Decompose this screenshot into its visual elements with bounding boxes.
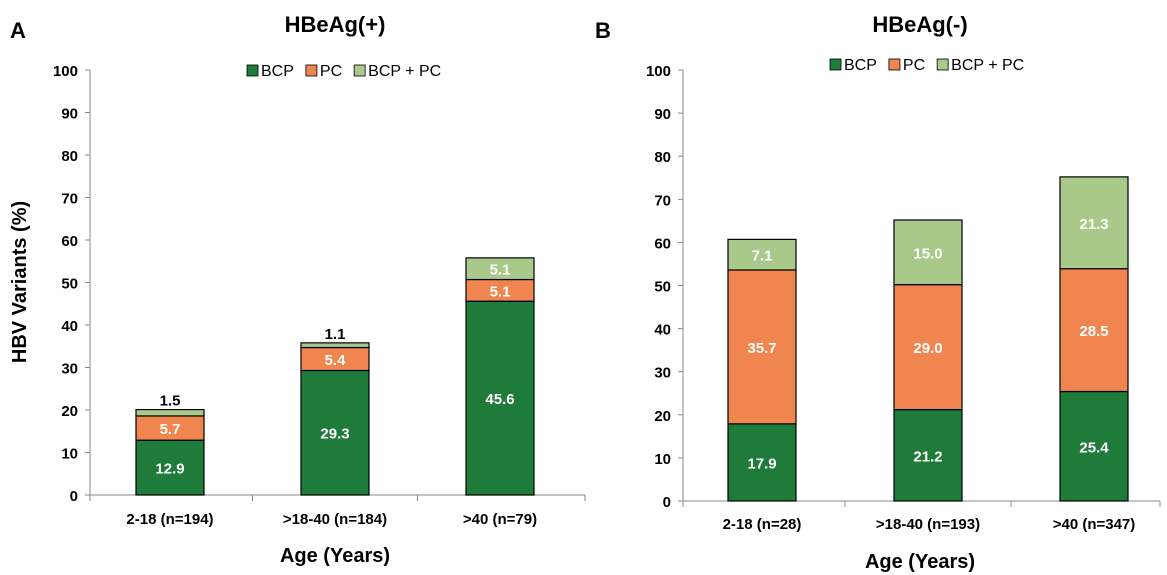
legend-entry: PC — [903, 57, 925, 74]
y-tick-label: 90 — [61, 106, 78, 123]
data-label: 5.4 — [325, 352, 347, 369]
bar-segment — [300, 369, 370, 496]
x-axis-label-b: Age (Years) — [865, 551, 975, 573]
panel-a: A HBeAg(+) Age (Years) HBV Variants (%) … — [9, 12, 586, 567]
bar-segment — [135, 439, 205, 496]
data-label: 21.3 — [1079, 216, 1108, 233]
y-tick-label: 70 — [654, 192, 671, 209]
y-tick-label: 40 — [654, 322, 671, 339]
x-tick-label: >18-40 (n=184) — [283, 511, 387, 528]
y-tick-label: 0 — [70, 488, 78, 505]
y-tick-label: 0 — [663, 494, 671, 511]
bar-segment — [135, 408, 205, 417]
bar-segment — [727, 269, 797, 425]
y-tick-label: 50 — [61, 276, 78, 293]
y-tick-label: 40 — [61, 318, 78, 335]
y-tick-label: 100 — [646, 63, 671, 80]
data-label: 15.0 — [913, 245, 942, 262]
data-label: 35.7 — [747, 340, 776, 357]
data-label: 1.1 — [325, 326, 346, 343]
legend-swatch — [305, 64, 318, 77]
chart-title-b: HBeAg(-) — [872, 12, 967, 37]
data-label: 5.7 — [160, 421, 181, 438]
y-tick-label: 100 — [53, 63, 78, 80]
x-tick-label: >18-40 (n=193) — [876, 516, 980, 533]
data-label: 29.0 — [913, 340, 942, 357]
legend-entry: BCP — [261, 63, 294, 80]
bar-segment — [300, 342, 370, 349]
bar-segment — [135, 415, 205, 441]
data-label: 21.2 — [913, 448, 942, 465]
chart-title-a: HBeAg(+) — [285, 12, 386, 37]
legend-swatch — [829, 58, 842, 71]
bar-segment — [893, 409, 963, 502]
legend-swatch — [353, 64, 366, 77]
y-tick-label: 30 — [61, 361, 78, 378]
data-label: 7.1 — [752, 248, 773, 265]
data-label: 1.5 — [160, 393, 181, 410]
y-tick-label: 10 — [61, 446, 78, 463]
bar-segment — [1059, 268, 1129, 393]
y-tick-label: 10 — [654, 451, 671, 468]
legend: BCP PC BCP + PC — [829, 57, 1024, 74]
bar-segment — [727, 238, 797, 271]
data-label: 5.1 — [490, 262, 511, 279]
bar-segment — [465, 300, 535, 496]
y-tick-label: 60 — [654, 235, 671, 252]
data-label: 29.3 — [320, 426, 349, 443]
legend-swatch — [936, 58, 949, 71]
data-label: 25.4 — [1079, 439, 1109, 456]
x-tick-label: >40 (n=79) — [463, 511, 537, 528]
y-tick-label: 20 — [654, 408, 671, 425]
bar-segment — [465, 257, 535, 281]
legend: BCP PC BCP + PC — [246, 63, 441, 80]
y-tick-label: 80 — [61, 148, 78, 165]
panel-letter-b: B — [595, 18, 611, 43]
legend-swatch — [246, 64, 259, 77]
x-tick-label: 2-18 (n=28) — [723, 516, 802, 533]
data-label: 28.5 — [1079, 323, 1108, 340]
bar-segment — [893, 219, 963, 286]
data-label: 17.9 — [747, 455, 776, 472]
x-tick-label: >40 (n=347) — [1053, 516, 1136, 533]
y-tick-label: 70 — [61, 191, 78, 208]
legend-entry: BCP + PC — [368, 63, 441, 80]
y-tick-label: 90 — [654, 106, 671, 123]
x-tick-label: 2-18 (n=194) — [126, 511, 213, 528]
y-tick-label: 50 — [654, 279, 671, 296]
legend-swatch — [888, 58, 901, 71]
data-label: 5.1 — [490, 283, 511, 300]
data-label: 12.9 — [155, 461, 184, 478]
x-axis-label-a: Age (Years) — [280, 545, 390, 567]
y-tick-label: 60 — [61, 233, 78, 250]
legend-entry: BCP + PC — [951, 57, 1024, 74]
bar-segment — [1059, 390, 1129, 502]
bar-segment — [893, 284, 963, 411]
bar-segment — [1059, 176, 1129, 270]
y-tick-label: 20 — [61, 403, 78, 420]
y-tick-label: 30 — [654, 365, 671, 382]
y-axis-label: HBV Variants (%) — [9, 201, 31, 363]
panel-b: B HBeAg(-) Age (Years) 0 10 20 30 40 50 60 70 80… — [595, 12, 1161, 573]
panel-letter-a: A — [10, 18, 26, 43]
data-label: 45.6 — [485, 391, 514, 408]
legend-entry: PC — [320, 63, 342, 80]
y-tick-label: 80 — [654, 149, 671, 166]
legend-entry: BCP — [844, 57, 877, 74]
